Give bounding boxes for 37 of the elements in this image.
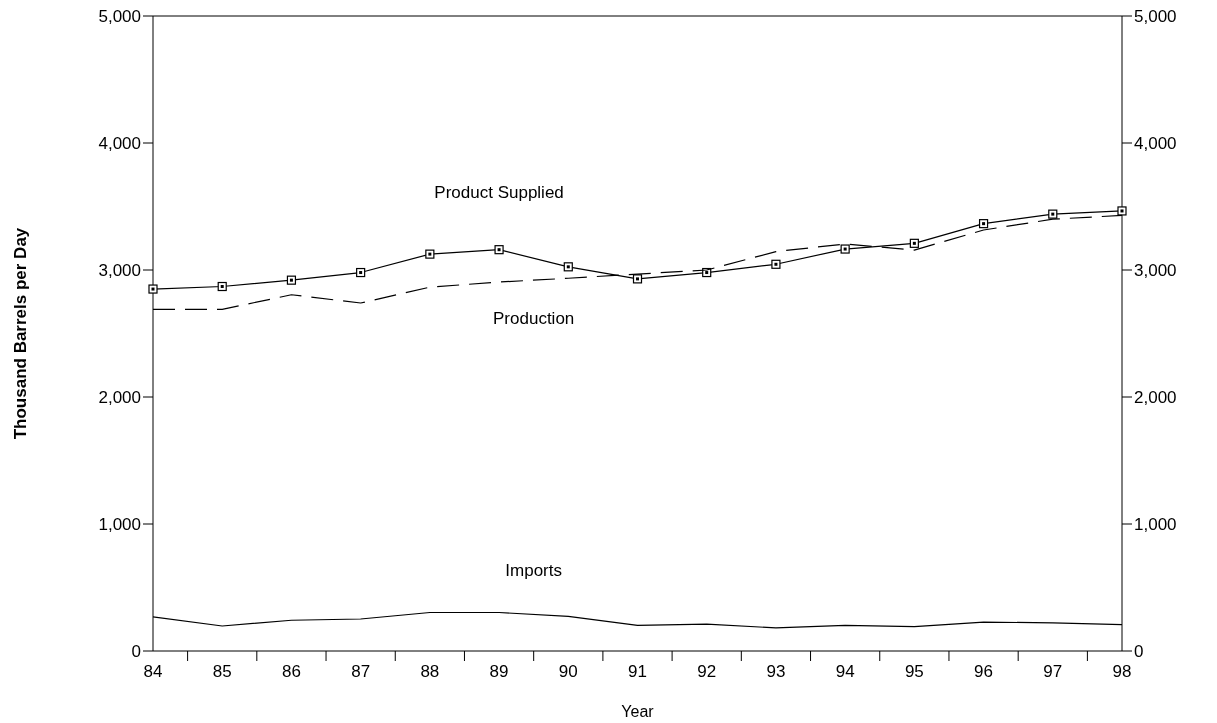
point [632,274,643,284]
y2-tick-label: 5,000 [1134,6,1177,26]
y-tick-label: 3,000 [98,260,141,280]
x-tick-label: 91 [628,662,647,681]
x-tick-label: 94 [835,662,855,681]
y-tick-label: 1,000 [98,514,141,534]
x-tick-label: 87 [351,662,371,681]
x-tick-label: 84 [143,662,163,681]
x-tick-label: 90 [558,662,578,681]
point [356,267,366,278]
text: Product Supplied [434,182,564,202]
x-tick-label: 92 [697,662,717,681]
x-tick-label: 85 [212,662,232,681]
y2-tick-label: 4,000 [1134,133,1177,153]
y2-tick-label: 3,000 [1134,260,1177,280]
y-tick-label: 0 [131,641,141,661]
y2-tick-label: 1,000 [1134,514,1177,534]
point [286,275,297,285]
x-axis-title: Year [621,703,655,720]
y2-tick-label: 2,000 [1134,387,1177,407]
x-tick-label: 93 [766,662,786,681]
y-tick-label: 2,000 [98,387,141,407]
x-tick-label: 89 [489,662,509,681]
x-tick-label: 96 [974,662,994,681]
y-tick-label: 4,000 [98,133,141,153]
x-tick-label: 88 [420,662,440,681]
series-label: Production [493,309,575,329]
x-tick-label: 98 [1112,662,1132,681]
x-tick-label: 86 [281,662,301,681]
point [217,281,227,292]
series-label: Imports [505,561,563,581]
y2-tick-label: 0 [1134,641,1144,661]
point [978,219,989,229]
y-axis-title: Thousand Barrels per Day [11,227,30,440]
y-tick-label: 5,000 [98,6,141,26]
x-tick-label: 95 [904,662,924,681]
x-tick-label: 97 [1043,662,1063,681]
